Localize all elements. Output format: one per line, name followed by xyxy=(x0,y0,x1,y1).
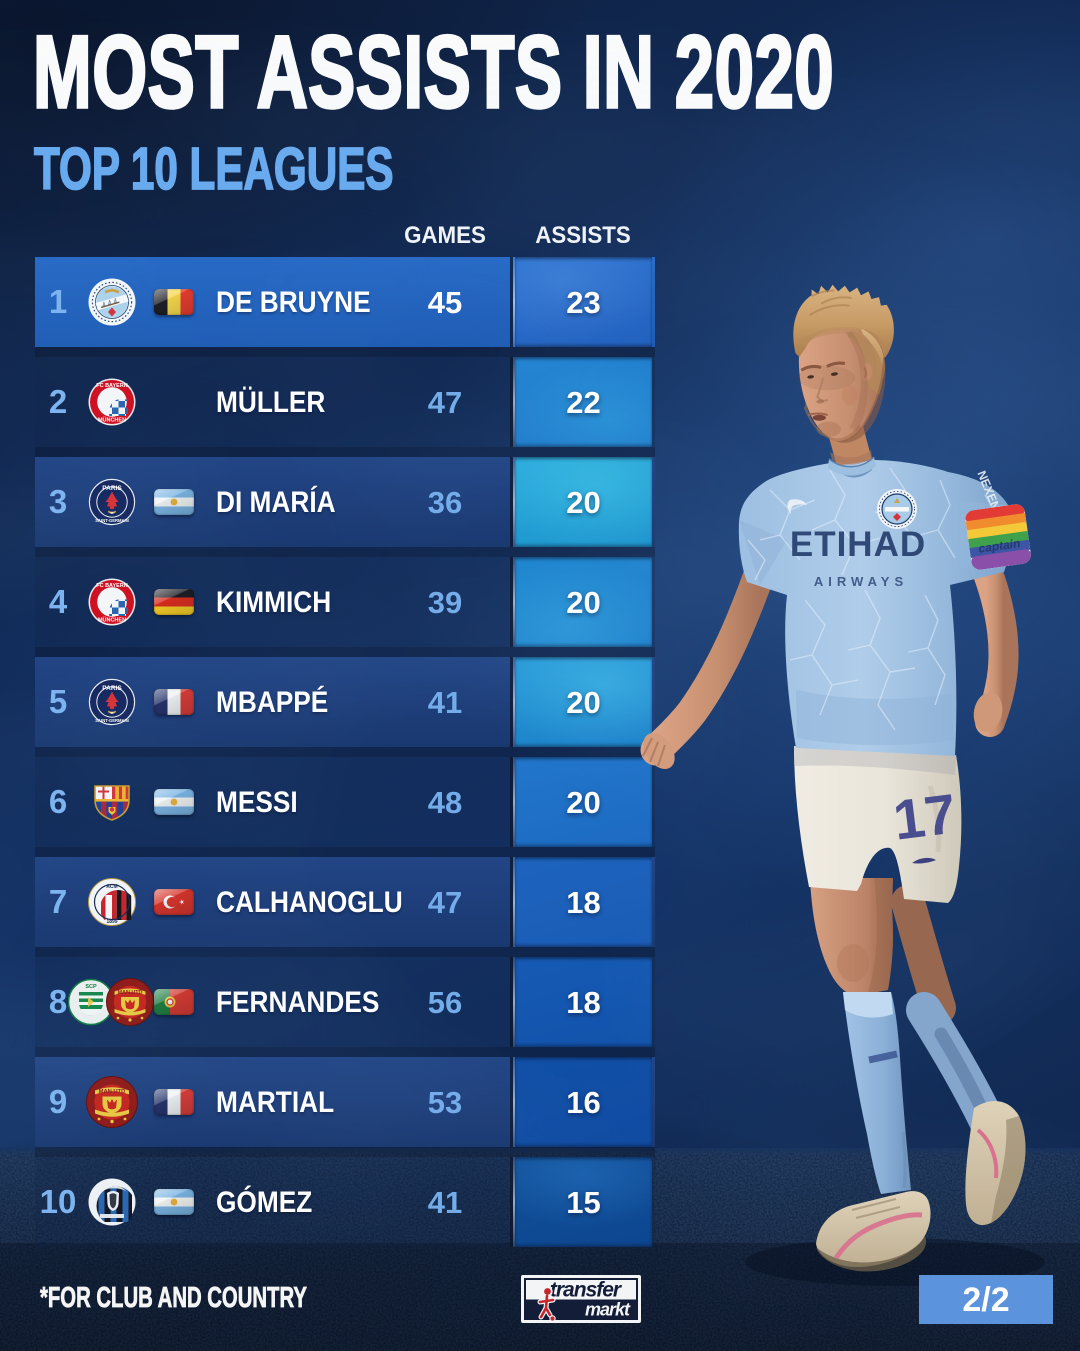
svg-text:captain: captain xyxy=(978,536,1022,556)
svg-text:AIRWAYS: AIRWAYS xyxy=(814,574,908,589)
svg-text:17: 17 xyxy=(890,782,960,852)
svg-text:ETIHAD: ETIHAD xyxy=(790,525,926,564)
svg-text:markt: markt xyxy=(585,1300,631,1320)
svg-text:transfer: transfer xyxy=(550,1279,623,1302)
